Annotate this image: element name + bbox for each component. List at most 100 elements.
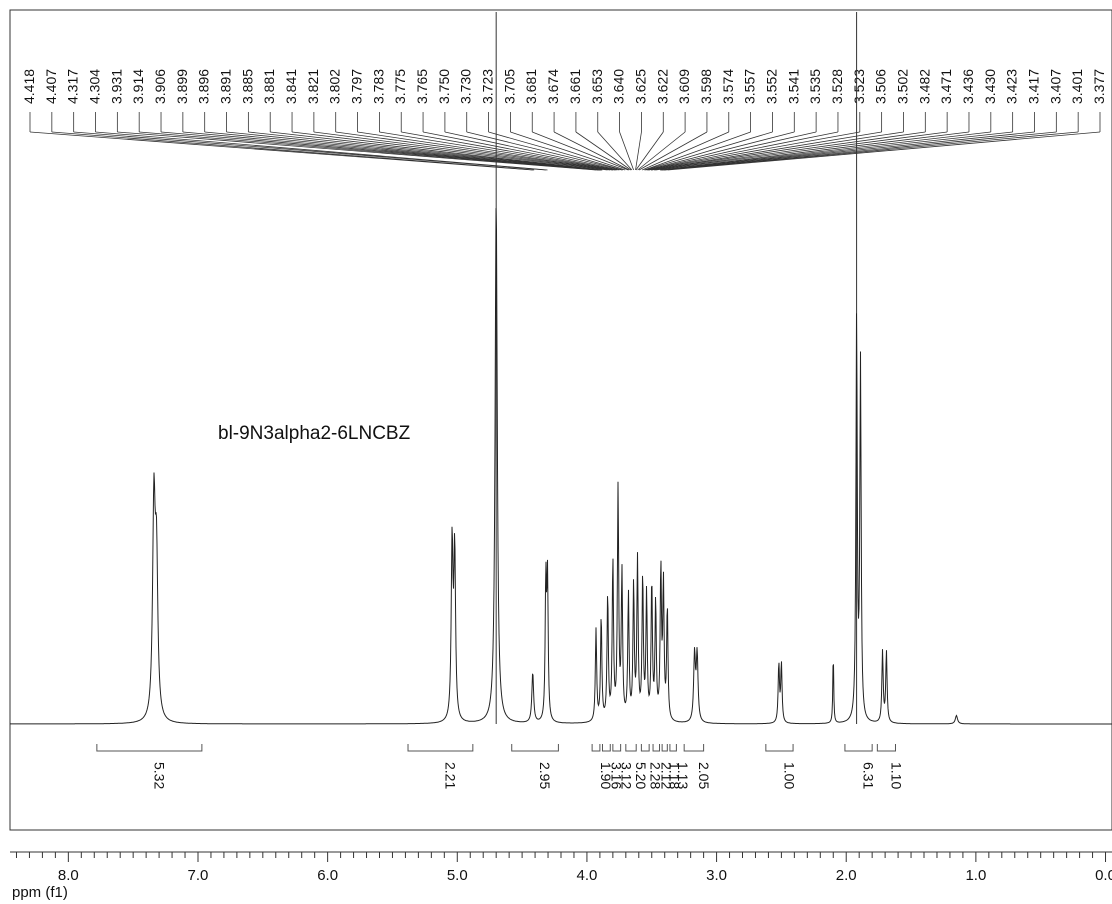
peak-label: 3.653 [589, 69, 605, 104]
x-tick-label: 6.0 [317, 867, 338, 884]
peak-label-connector [313, 131, 611, 171]
peak-label-connector [95, 131, 548, 171]
peak-label-connector [335, 131, 613, 171]
integral-bracket [601, 744, 611, 752]
integral-value: 1.90 [598, 762, 614, 789]
plot-frame [9, 9, 1112, 831]
peak-label: 3.681 [523, 69, 539, 104]
integral-bracket [844, 744, 873, 752]
peak-label: 3.931 [108, 69, 124, 104]
peak-label-connector [646, 131, 795, 171]
peak-label-connector [660, 131, 991, 171]
peak-label-connector [379, 131, 616, 171]
peak-label: 4.418 [21, 69, 37, 104]
peak-label: 3.436 [960, 69, 976, 104]
integral-regions: 5.32 2.21 2.95 1.903.163.125.202.282.121.18… [96, 744, 904, 789]
integral-value: 5.32 [151, 762, 167, 789]
peak-label: 3.906 [152, 69, 168, 104]
integral-value: 1.18 [667, 762, 683, 789]
x-tick-label: 8.0 [58, 867, 79, 884]
peak-label-connector [644, 131, 773, 171]
peak-label-connector [226, 131, 602, 171]
peak-label: 3.775 [392, 69, 408, 104]
peak-label: 3.502 [894, 69, 910, 104]
integral-bracket [640, 744, 650, 752]
peak-label-connector [644, 131, 751, 171]
peak-label-connector [204, 131, 601, 171]
integral-bracket [625, 744, 637, 752]
peak-label: 3.471 [938, 69, 954, 104]
peak-label: 3.705 [501, 69, 517, 104]
peak-label-connector [650, 131, 882, 171]
peak-label: 3.407 [1047, 69, 1063, 104]
peak-label-connector [488, 131, 623, 171]
integral-value: 2.28 [647, 762, 663, 789]
peak-label: 3.914 [130, 69, 146, 104]
peak-label: 3.506 [873, 69, 889, 104]
peak-label: 3.885 [239, 69, 255, 104]
integral-value: 3.16 [608, 762, 624, 789]
peak-label-connector [466, 131, 623, 171]
integral-value: 1.10 [888, 762, 904, 789]
integral-value: 5.20 [633, 762, 649, 789]
peak-label-connector [401, 131, 617, 171]
peak-label: 3.891 [218, 69, 234, 104]
peak-label: 3.802 [327, 69, 343, 104]
integral-value: 6.31 [861, 762, 877, 789]
peak-label-connector [638, 131, 708, 171]
peak-label: 3.609 [676, 69, 692, 104]
x-tick-labels: 8.0 7.0 6.0 5.0 4.0 3.0 2.0 1.0 0.0 [58, 867, 1112, 884]
x-tick-label: 7.0 [188, 867, 209, 884]
integral-value: 1.13 [675, 762, 691, 789]
peak-labels: 4.418 4.407 4.317 4.304 3.931 3.914 3.906 3.899… [21, 69, 1107, 104]
peak-label-connector [553, 131, 630, 171]
peak-label-connector [597, 131, 633, 171]
peak-label: 3.535 [807, 69, 823, 104]
x-tick-label: 4.0 [576, 867, 597, 884]
sample-label: bl-9N3alpha2-6LNCBZ [218, 423, 411, 444]
peak-label: 3.783 [370, 69, 386, 104]
integral-value: 2.05 [696, 762, 712, 789]
integral-value: 2.21 [442, 762, 458, 789]
x-tick-label: 3.0 [706, 867, 727, 884]
peak-label-connector [648, 131, 839, 171]
peak-label-connector [655, 131, 948, 171]
peak-label: 4.304 [87, 69, 103, 104]
peak-label: 3.482 [916, 69, 932, 104]
peak-label-connector [444, 131, 620, 171]
peak-label-connector [637, 131, 686, 171]
peak-label: 3.528 [829, 69, 845, 104]
peak-label-connector [73, 131, 546, 171]
peak-label: 3.661 [567, 69, 583, 104]
spectrum-trace [10, 208, 1112, 725]
x-tick-label: 0.0 [1095, 867, 1112, 884]
integral-bracket [876, 744, 896, 752]
integral-bracket [765, 744, 794, 752]
peak-label: 3.417 [1025, 69, 1041, 104]
peak-label-connector [648, 131, 860, 171]
peak-label-connector [291, 131, 608, 171]
peak-label-connector [357, 131, 614, 171]
integral-value: 3.12 [619, 762, 635, 789]
peak-label: 3.640 [611, 69, 627, 104]
peak-label-connector [662, 131, 1035, 171]
integral-bracket [407, 744, 474, 752]
integral-value: 2.12 [658, 762, 674, 789]
peak-label-connector [635, 131, 642, 171]
peak-label: 3.401 [1069, 69, 1085, 104]
peak-label: 3.841 [283, 69, 299, 104]
peak-label-connector [667, 131, 1101, 171]
peak-label: 3.541 [785, 69, 801, 104]
peak-label: 3.523 [851, 69, 867, 104]
integral-bracket [669, 744, 677, 752]
integral-bracket [96, 744, 203, 752]
peak-label-connector [661, 131, 1013, 171]
peak-label-connector [532, 131, 629, 171]
x-axis-label: ppm (f1) [12, 884, 68, 901]
peak-label: 3.552 [763, 69, 779, 104]
peak-label-connector [654, 131, 926, 171]
peak-label: 3.423 [1004, 69, 1020, 104]
integral-bracket [652, 744, 661, 752]
peak-label-connector [641, 131, 729, 171]
